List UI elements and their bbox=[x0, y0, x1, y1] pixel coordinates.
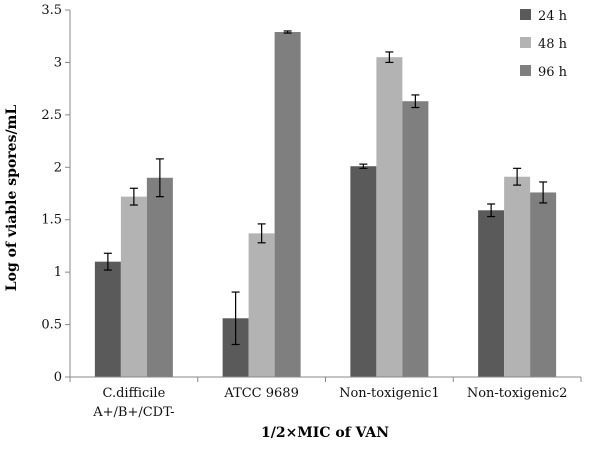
y-tick-label: 3.5 bbox=[41, 3, 62, 18]
bar-96h-cat3 bbox=[402, 101, 429, 378]
error-bar-24h-cat3 bbox=[359, 163, 368, 169]
x-axis-title: 1/2×MIC of VAN bbox=[261, 425, 389, 441]
bar-96h-cat1 bbox=[146, 177, 173, 377]
x-tick-label-cat2: ATCC 9689 bbox=[223, 386, 298, 401]
y-tick-label: 3 bbox=[54, 55, 62, 70]
y-tick-label: 2.5 bbox=[41, 108, 62, 123]
error-bar-24h-cat4 bbox=[487, 203, 496, 218]
legend-label-48h: 48 h bbox=[538, 37, 568, 52]
legend-swatch-96h bbox=[520, 65, 531, 76]
error-bar-96h-cat2 bbox=[283, 30, 292, 34]
legend-swatch-24h bbox=[520, 9, 531, 20]
bar-24h-cat3 bbox=[350, 166, 377, 377]
legend-label-96h: 96 h bbox=[538, 65, 568, 80]
y-tick-label: 2 bbox=[54, 160, 62, 175]
error-bar-48h-cat1 bbox=[129, 187, 138, 206]
y-tick-label: 0 bbox=[54, 370, 62, 385]
x-tick-label-cat3: Non-toxigenic1 bbox=[339, 386, 440, 401]
legend-swatch-48h bbox=[520, 37, 531, 48]
error-bars-layer bbox=[103, 30, 548, 346]
error-bar-96h-cat1 bbox=[155, 158, 164, 198]
bar-48h-cat4 bbox=[504, 176, 531, 377]
bar-96h-cat4 bbox=[530, 192, 557, 377]
x-tick-label-cat1: C.difficile bbox=[102, 386, 165, 401]
bar-48h-cat1 bbox=[120, 196, 147, 377]
bars-layer bbox=[94, 32, 557, 378]
error-bar-24h-cat1 bbox=[103, 252, 112, 271]
bar-48h-cat3 bbox=[376, 57, 403, 377]
bar-48h-cat2 bbox=[248, 233, 275, 377]
bar-24h-cat1 bbox=[94, 261, 121, 377]
error-bar-48h-cat4 bbox=[513, 167, 522, 186]
y-axis-title: Log of viable spores/mL bbox=[4, 105, 20, 292]
bar-96h-cat2 bbox=[274, 32, 301, 378]
error-bar-96h-cat4 bbox=[539, 181, 548, 204]
error-bar-96h-cat3 bbox=[411, 94, 420, 109]
bar-24h-cat4 bbox=[478, 210, 505, 377]
x-tick-label-cat4: Non-toxigenic2 bbox=[467, 386, 568, 401]
y-tick-label: 0.5 bbox=[41, 318, 62, 333]
legend-label-24h: 24 h bbox=[538, 9, 568, 24]
x-tick-label-cat1: A+/B+/CDT- bbox=[92, 405, 174, 420]
y-tick-label: 1 bbox=[54, 265, 62, 280]
error-bar-24h-cat2 bbox=[231, 291, 240, 346]
error-bar-48h-cat2 bbox=[257, 223, 266, 244]
axes-layer: 0 0.5 1 1.5 2 2.5 3 3.5 C.difficile A+/B+/CDT- ATC… bbox=[41, 3, 582, 420]
error-bar-48h-cat3 bbox=[385, 51, 394, 64]
y-tick-label: 1.5 bbox=[41, 213, 62, 228]
legend: 24 h 48 h 96 h bbox=[520, 9, 568, 80]
